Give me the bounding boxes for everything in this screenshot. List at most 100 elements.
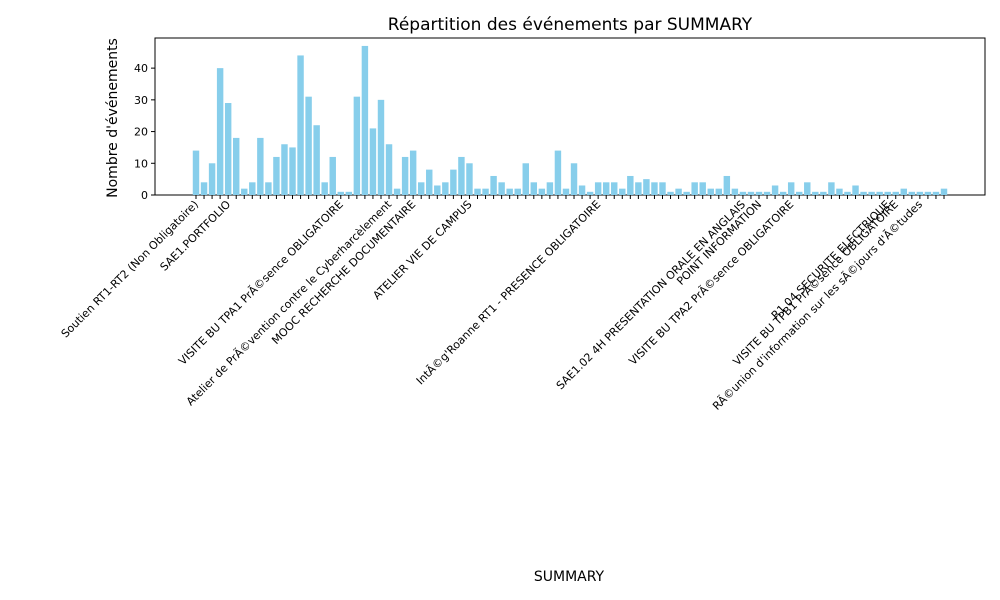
bar [627, 175, 634, 195]
bar [908, 191, 916, 195]
bar [289, 147, 296, 195]
bar [562, 188, 570, 195]
bar [651, 182, 658, 195]
x-tick-label: RÃ©union d'information sur les sÃ©jours … [710, 198, 925, 413]
bar [844, 191, 851, 195]
y-axis-label: Nombre d'événements [105, 38, 121, 198]
bar [892, 191, 899, 195]
bar [329, 156, 336, 195]
bar [699, 182, 706, 195]
bar [265, 182, 272, 195]
bar [216, 68, 224, 195]
bar [321, 182, 328, 195]
bar [498, 182, 505, 195]
bar [779, 191, 787, 195]
bar [852, 185, 859, 195]
bar [940, 188, 948, 195]
bar [554, 150, 562, 195]
bar [739, 191, 747, 195]
bar [297, 55, 304, 195]
bar [401, 156, 409, 195]
bar [884, 191, 891, 195]
bar [434, 185, 441, 195]
bar [659, 182, 666, 195]
bar [787, 182, 795, 195]
bar [490, 175, 497, 195]
bar [426, 169, 433, 195]
bar [868, 191, 875, 195]
bar [474, 188, 481, 195]
bar [313, 125, 320, 195]
bar [305, 96, 312, 195]
bar [466, 163, 473, 195]
bar [361, 45, 369, 196]
bar [345, 191, 353, 195]
bar [820, 191, 827, 195]
bar [707, 188, 714, 195]
bar [409, 150, 417, 195]
bar [731, 188, 739, 195]
chart-title: Répartition des événements par SUMMARY [388, 15, 753, 35]
bar [715, 188, 723, 195]
bar [828, 182, 835, 195]
bar [667, 191, 674, 195]
bar [723, 175, 731, 195]
bar [643, 179, 650, 195]
bar [514, 188, 521, 195]
bar [546, 182, 554, 195]
bar [836, 188, 843, 195]
bar [257, 137, 264, 195]
bar [369, 128, 377, 195]
bar [876, 191, 883, 195]
bar [635, 182, 642, 195]
bar [522, 163, 529, 195]
bar [594, 182, 602, 195]
bar [804, 182, 811, 195]
bar [916, 191, 924, 195]
bar [611, 182, 618, 195]
bar [224, 103, 232, 195]
bar [385, 144, 393, 195]
bar [932, 191, 940, 195]
bar [417, 182, 425, 195]
y-tick-label: 30 [134, 94, 148, 107]
bar [208, 163, 216, 195]
bar [281, 144, 288, 195]
bar [602, 182, 610, 195]
bar [232, 137, 240, 195]
bar [200, 182, 208, 195]
bar [924, 191, 932, 195]
bar [241, 188, 248, 195]
y-tick-label: 20 [134, 126, 148, 139]
bar [860, 191, 867, 195]
x-tick-label: VISITE BU TPB1 PrÃ©sence OBLIGATOIRE [731, 198, 901, 368]
bar [450, 169, 457, 195]
y-tick-label: 0 [141, 189, 148, 202]
bar [747, 191, 755, 195]
bar [586, 191, 594, 195]
bar [812, 191, 819, 195]
bar [538, 188, 546, 195]
bar [273, 156, 280, 195]
bar [393, 188, 401, 195]
y-tick-label: 40 [134, 62, 148, 75]
bar [796, 191, 803, 195]
bar [683, 191, 690, 195]
bar [192, 150, 200, 195]
x-tick-label: Atelier de PrÃ©vention contre le Cyberha… [184, 197, 395, 408]
bar [442, 182, 449, 195]
plot-frame [154, 37, 986, 196]
bar [530, 182, 538, 195]
bar [578, 185, 586, 195]
bar [337, 191, 344, 195]
bar [900, 188, 908, 195]
bar [619, 188, 626, 195]
bar [755, 191, 763, 195]
bar [249, 182, 256, 195]
bar [691, 182, 698, 195]
y-tick-label: 10 [134, 157, 148, 170]
bar [458, 156, 465, 195]
bar [353, 96, 361, 195]
bar [763, 191, 771, 195]
